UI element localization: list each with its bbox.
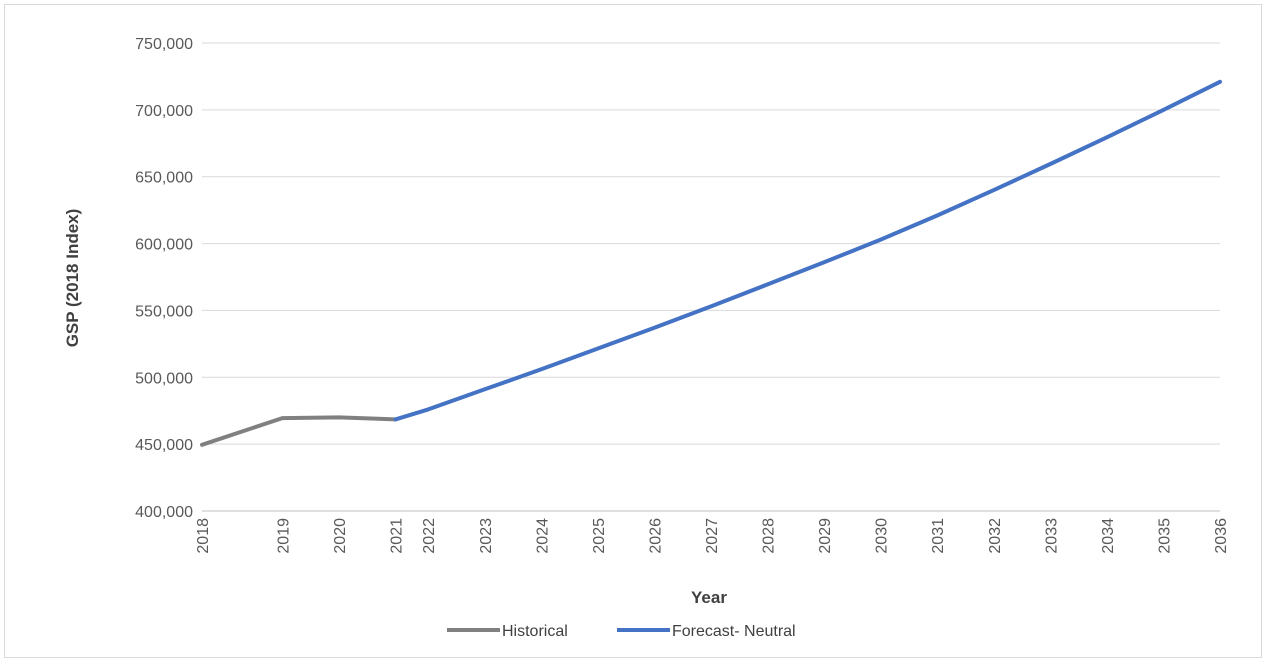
series-lines <box>200 79 1222 447</box>
y-tick-label: 750,000 <box>135 36 193 53</box>
y-tick-label: 600,000 <box>135 237 193 254</box>
x-tick-label: 2031 <box>930 518 947 554</box>
x-tick-label: 2032 <box>987 518 1004 554</box>
x-tick-label: 2036 <box>1213 518 1230 554</box>
legend-label-historical: Historical <box>502 623 568 640</box>
y-tick-label: 450,000 <box>135 437 193 454</box>
y-tick-label: 500,000 <box>135 370 193 387</box>
x-tick-label: 2030 <box>874 518 891 554</box>
x-tick-label: 2023 <box>478 518 495 554</box>
x-tick-label: 2019 <box>275 518 292 554</box>
y-axis-ticks: 400,000 450,000 500,000 550,000 600,000 650,0… <box>135 36 193 521</box>
x-tick-label: 2035 <box>1156 518 1173 554</box>
y-tick-label: 400,000 <box>135 504 193 521</box>
x-tick-label: 2026 <box>647 518 664 554</box>
x-tick-label: 2028 <box>761 518 778 554</box>
y-tick-label: 550,000 <box>135 303 193 320</box>
x-tick-label: 2033 <box>1043 518 1060 554</box>
x-tick-label: 2024 <box>534 518 551 554</box>
x-tick-label: 2034 <box>1100 518 1117 554</box>
y-tick-label: 700,000 <box>135 103 193 120</box>
series-line-forecast-neutral <box>393 79 1222 422</box>
y-axis-title: GSP (2018 Index) <box>63 209 82 348</box>
x-tick-label: 2027 <box>704 518 721 554</box>
x-tick-label: 2021 <box>388 518 405 554</box>
x-tick-label: 2022 <box>421 518 438 554</box>
x-tick-label: 2020 <box>332 518 349 554</box>
x-axis-title: Year <box>691 588 727 607</box>
series-line-historical <box>200 415 398 447</box>
gridlines <box>202 42 1220 512</box>
x-axis-ticks: 2018 2019 2020 2021 2022 2023 2024 2025 2026 2027… <box>195 518 1230 554</box>
x-tick-label: 2025 <box>591 518 608 554</box>
legend: Historical Forecast- Neutral <box>447 623 796 640</box>
legend-label-forecast: Forecast- Neutral <box>672 623 796 640</box>
x-tick-label: 2029 <box>817 518 834 554</box>
y-tick-label: 650,000 <box>135 170 193 187</box>
x-tick-label: 2018 <box>195 518 212 554</box>
chart-frame <box>4 4 1262 658</box>
